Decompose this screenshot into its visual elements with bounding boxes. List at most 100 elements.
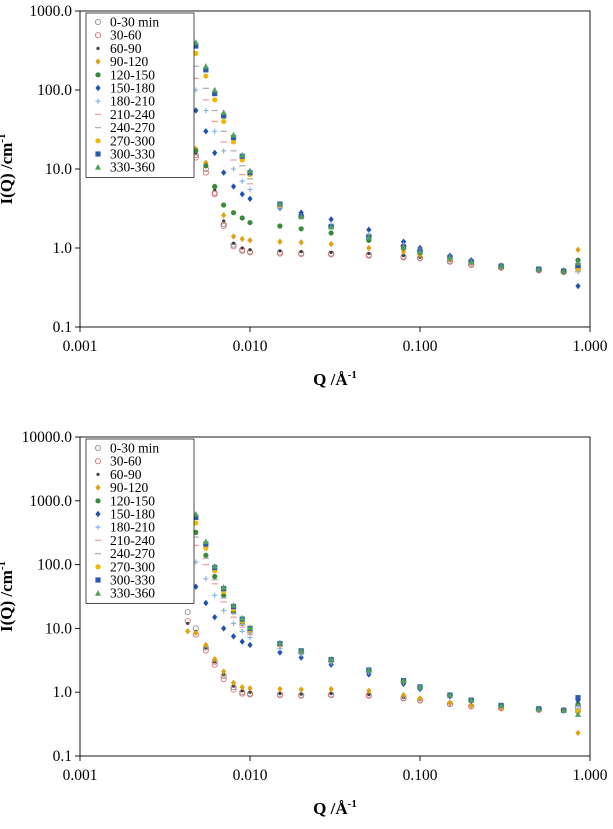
- y-tick-label: 1.0: [53, 240, 73, 257]
- data-point: [575, 711, 582, 717]
- y-tick-label: 1000.0: [29, 3, 72, 20]
- series-group: [185, 512, 581, 713]
- legend-marker: [95, 510, 101, 518]
- y-tick-label: 100.0: [37, 82, 72, 99]
- y-axis-title: I(Q) /cm-1: [0, 561, 16, 632]
- legend-box: [85, 12, 195, 178]
- legend-marker: [94, 32, 102, 39]
- data-point: [468, 696, 475, 703]
- data-point: [247, 195, 253, 202]
- legend-marker: [95, 577, 101, 583]
- legend-marker: [95, 72, 101, 78]
- legend-marker: [94, 458, 102, 465]
- data-point: [203, 552, 209, 558]
- series-group: [185, 25, 581, 274]
- series-group: [184, 20, 582, 274]
- data-point: [365, 233, 372, 240]
- data-point: [212, 592, 218, 598]
- data-point: [230, 139, 237, 145]
- data-point: [221, 118, 227, 125]
- x-axis-title: Q /Å-1: [313, 798, 357, 818]
- data-point: [221, 202, 227, 208]
- data-point: [366, 244, 372, 252]
- data-point: [400, 691, 407, 699]
- legend-label: 270-300: [110, 559, 155, 574]
- series-group: [185, 547, 581, 713]
- data-point: [186, 621, 190, 625]
- data-point: [299, 692, 303, 696]
- data-point: [446, 691, 453, 698]
- x-tick-label: 0.100: [403, 338, 438, 355]
- data-point: [247, 219, 253, 226]
- y-tick-label: 0.1: [53, 748, 72, 765]
- y-tick-label: 10000.0: [22, 429, 73, 446]
- data-point: [277, 238, 283, 245]
- data-point: [193, 50, 199, 57]
- legend-marker: [95, 84, 101, 92]
- y-axis-title-text: I(Q) /cm: [0, 570, 16, 632]
- data-point: [329, 250, 333, 254]
- legend-marker: [95, 164, 101, 170]
- data-point: [240, 689, 244, 693]
- data-point: [277, 223, 283, 229]
- x-axis-title-text: Q /Å: [313, 370, 348, 389]
- data-point: [247, 237, 253, 244]
- data-point: [220, 584, 227, 590]
- data-point: [276, 200, 283, 207]
- data-point: [212, 183, 218, 190]
- x-tick-label: 0.010: [233, 767, 268, 784]
- legend-marker: [95, 564, 101, 570]
- data-point: [247, 685, 253, 692]
- legend-label: 240-270: [110, 120, 155, 135]
- data-point: [203, 599, 209, 607]
- data-point: [328, 223, 335, 230]
- data-point: [239, 151, 246, 158]
- x-axis-title: Q /Å-1: [313, 369, 357, 389]
- data-point: [193, 514, 199, 520]
- legend-label: 0-30 min: [110, 441, 159, 456]
- data-point: [230, 210, 237, 216]
- x-tick-label: 0.100: [403, 767, 438, 784]
- series-group: [184, 492, 582, 717]
- y-axis-title-superscript: -1: [0, 133, 8, 142]
- data-point: [184, 609, 191, 616]
- series-group: [184, 609, 582, 715]
- legend-marker: [96, 472, 100, 476]
- data-point: [248, 248, 252, 252]
- data-point: [468, 702, 474, 709]
- series-group: [186, 135, 580, 273]
- data-point: [247, 634, 253, 641]
- legend-label: 300-330: [110, 573, 155, 588]
- data-point: [203, 576, 209, 582]
- data-point: [277, 649, 283, 656]
- data-point: [212, 97, 218, 103]
- data-point: [329, 692, 333, 696]
- data-point: [247, 624, 253, 631]
- series-group: [184, 60, 582, 273]
- y-tick-label: 100.0: [37, 557, 72, 574]
- data-point: [575, 246, 581, 253]
- data-point: [230, 602, 237, 608]
- legend-label: 210-240: [110, 533, 155, 548]
- data-point: [575, 703, 581, 709]
- data-point: [366, 687, 372, 695]
- data-point: [468, 258, 475, 265]
- series-group: [185, 498, 581, 713]
- legend-label: 60-90: [110, 467, 142, 482]
- data-point: [231, 241, 236, 245]
- data-point: [575, 262, 581, 269]
- data-point: [202, 169, 209, 176]
- plot-area-frame: [79, 436, 591, 757]
- data-point: [298, 239, 304, 246]
- data-point: [328, 216, 334, 223]
- series-group: [185, 33, 581, 274]
- data-point: [575, 259, 582, 266]
- data-point: [247, 186, 253, 193]
- data-point: [212, 573, 218, 580]
- data-point: [560, 267, 567, 274]
- data-point: [239, 178, 245, 184]
- legend-label: 150-180: [110, 507, 155, 522]
- data-point: [221, 608, 227, 614]
- data-point: [367, 251, 371, 256]
- data-point: [212, 149, 218, 157]
